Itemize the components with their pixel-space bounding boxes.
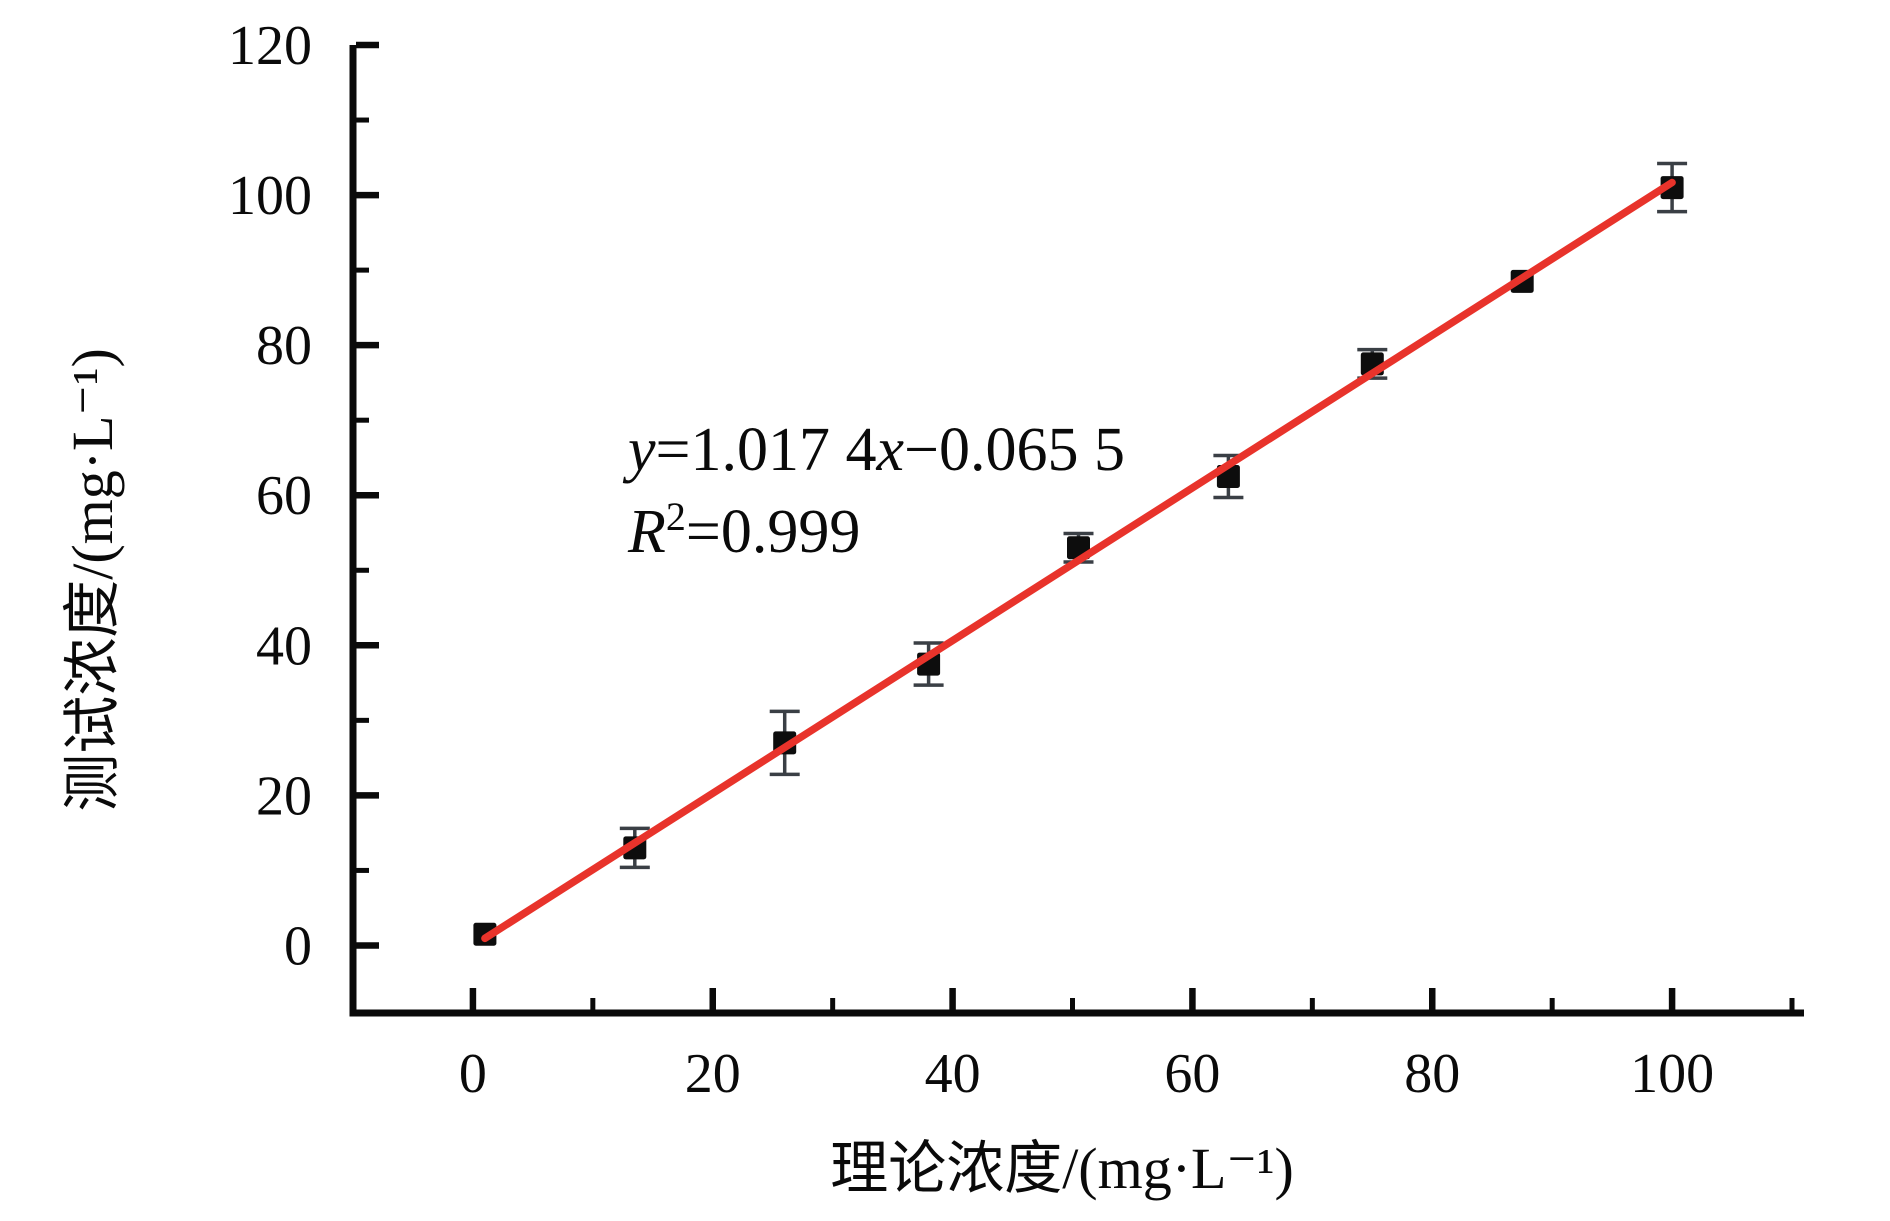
y-axis-tick-label: 120 — [228, 15, 312, 77]
y-axis-tick-label: 0 — [284, 915, 312, 977]
x-axis-tick-label: 40 — [925, 1043, 981, 1105]
y-axis-tick-label: 20 — [256, 765, 312, 827]
x-axis-tick-label: 80 — [1404, 1043, 1460, 1105]
fit-equation-text: y=1.017 4x−0.065 5 — [622, 416, 1125, 484]
y-axis-tick-label: 40 — [256, 615, 312, 677]
y-axis-title: 测试浓度/(mg·L⁻¹) — [60, 348, 125, 812]
x-axis-tick-label: 20 — [685, 1043, 741, 1105]
plot-area: 0 20 40 60 80 100 0 20 40 60 80 100 120 y=1.017 4x−0.… — [228, 15, 1804, 1105]
x-axis-tick-label: 0 — [459, 1043, 487, 1105]
fit-line — [481, 178, 1676, 943]
x-axis-title: 理论浓度/(mg·L⁻¹) — [830, 1136, 1294, 1201]
r-squared-text: R2=0.999 — [627, 494, 860, 566]
x-axis-tick-label: 60 — [1164, 1043, 1220, 1105]
y-axis-tick-label: 100 — [228, 165, 312, 227]
y-axis-tick-label: 60 — [256, 465, 312, 527]
y-axis-tick-label: 80 — [256, 315, 312, 377]
x-axis-tick-label: 100 — [1630, 1043, 1714, 1105]
